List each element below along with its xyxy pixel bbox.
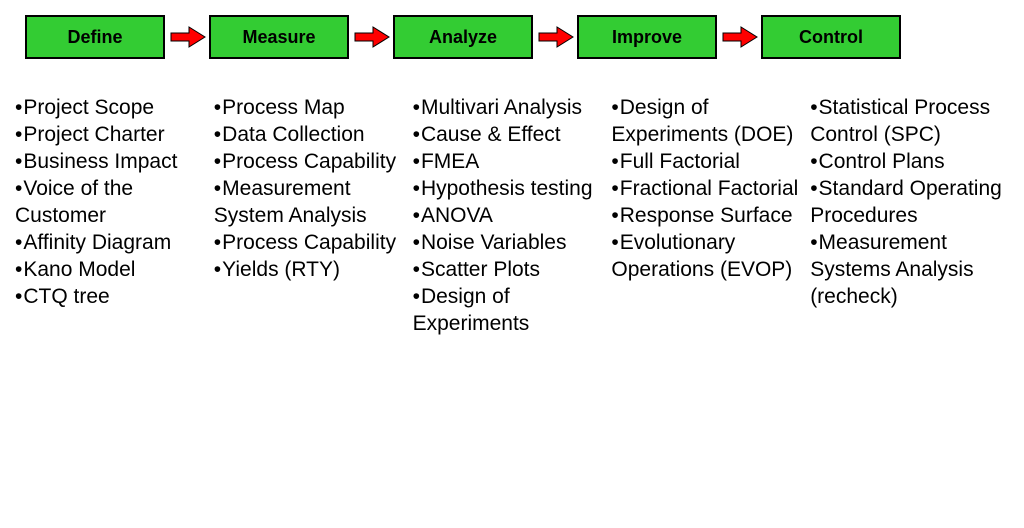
tool-text: Measurement System Analysis: [214, 177, 367, 227]
tool-column-improve: Design of Experiments (DOE) Full Factoria…: [611, 94, 810, 283]
list-item: ANOVA: [413, 202, 606, 229]
list-item: Scatter Plots: [413, 256, 606, 283]
list-item: Cause & Effect: [413, 121, 606, 148]
list-item: Statistical Process Control (SPC): [810, 94, 1003, 148]
tool-text: Process Capability: [222, 150, 396, 173]
tool-text: Affinity Diagram: [23, 231, 171, 254]
phase-box-control: Control: [761, 15, 901, 59]
tool-list: Design of Experiments (DOE) Full Factoria…: [611, 94, 804, 283]
tool-columns: Project Scope Project Charter Business Imp…: [10, 94, 1014, 337]
list-item: Voice of the Customer: [15, 175, 208, 229]
arrow-icon: [165, 25, 209, 49]
tool-text: Process Capability: [222, 231, 396, 254]
tool-text: Noise Variables: [421, 231, 567, 254]
arrow-icon: [717, 25, 761, 49]
list-item: Standard Operating Procedures: [810, 175, 1003, 229]
list-item: Business Impact: [15, 148, 208, 175]
tool-text: Hypothesis testing: [421, 177, 593, 200]
list-item: Process Map: [214, 94, 407, 121]
tool-column-analyze: Multivari Analysis Cause & Effect FMEA Hypo…: [413, 94, 612, 337]
tool-text: Fractional Factorial: [620, 177, 799, 200]
list-item: FMEA: [413, 148, 606, 175]
tool-text: Control Plans: [819, 150, 945, 173]
tool-text: CTQ tree: [23, 285, 109, 308]
list-item: Affinity Diagram: [15, 229, 208, 256]
list-item: Yields (RTY): [214, 256, 407, 283]
tool-text: Process Map: [222, 96, 345, 119]
tool-text: Statistical Process Control (SPC): [810, 96, 990, 146]
list-item: Data Collection: [214, 121, 407, 148]
tool-text: Design of Experiments: [413, 285, 530, 335]
tool-text: FMEA: [421, 150, 479, 173]
list-item: Response Surface: [611, 202, 804, 229]
tool-text: Scatter Plots: [421, 258, 540, 281]
phase-label: Measure: [242, 27, 315, 48]
tool-text: Project Scope: [23, 96, 154, 119]
list-item: Design of Experiments: [413, 283, 606, 337]
tool-list: Project Scope Project Charter Business Imp…: [15, 94, 208, 310]
list-item: Control Plans: [810, 148, 1003, 175]
phase-label: Define: [67, 27, 122, 48]
tool-column-define: Project Scope Project Charter Business Imp…: [15, 94, 214, 310]
list-item: Project Scope: [15, 94, 208, 121]
arrow-icon: [349, 25, 393, 49]
tool-text: Data Collection: [222, 123, 364, 146]
tool-column-control: Statistical Process Control (SPC) Control…: [810, 94, 1009, 310]
phase-box-define: Define: [25, 15, 165, 59]
list-item: Project Charter: [15, 121, 208, 148]
tool-text: Multivari Analysis: [421, 96, 582, 119]
tool-text: Voice of the Customer: [15, 177, 133, 227]
phase-box-analyze: Analyze: [393, 15, 533, 59]
tool-text: Design of Experiments (DOE): [611, 96, 793, 146]
list-item: CTQ tree: [15, 283, 208, 310]
list-item: Kano Model: [15, 256, 208, 283]
tool-text: Evolutionary Operations (EVOP): [611, 231, 792, 281]
list-item: Design of Experiments (DOE): [611, 94, 804, 148]
phase-box-measure: Measure: [209, 15, 349, 59]
tool-text: Yields (RTY): [222, 258, 340, 281]
list-item: Process Capability: [214, 148, 407, 175]
list-item: Evolutionary Operations (EVOP): [611, 229, 804, 283]
tool-list: Multivari Analysis Cause & Effect FMEA Hypo…: [413, 94, 606, 337]
phase-label: Control: [799, 27, 863, 48]
list-item: Full Factorial: [611, 148, 804, 175]
tool-text: Full Factorial: [620, 150, 740, 173]
list-item: Fractional Factorial: [611, 175, 804, 202]
phase-box-improve: Improve: [577, 15, 717, 59]
list-item: Multivari Analysis: [413, 94, 606, 121]
list-item: Measurement System Analysis: [214, 175, 407, 229]
tool-list: Process Map Data Collection Process Capabi…: [214, 94, 407, 283]
phase-header-row: Define Measure Analyze Improve Control: [25, 15, 1014, 59]
list-item: Measurement Systems Analysis (recheck): [810, 229, 1003, 310]
list-item: Noise Variables: [413, 229, 606, 256]
tool-text: ANOVA: [421, 204, 493, 227]
list-item: Process Capability: [214, 229, 407, 256]
tool-text: Cause & Effect: [421, 123, 561, 146]
tool-list: Statistical Process Control (SPC) Control…: [810, 94, 1003, 310]
tool-text: Measurement Systems Analysis (recheck): [810, 231, 973, 308]
tool-text: Response Surface: [620, 204, 793, 227]
phase-label: Improve: [612, 27, 682, 48]
tool-text: Kano Model: [23, 258, 135, 281]
tool-column-measure: Process Map Data Collection Process Capabi…: [214, 94, 413, 283]
phase-label: Analyze: [429, 27, 497, 48]
list-item: Hypothesis testing: [413, 175, 606, 202]
arrow-icon: [533, 25, 577, 49]
tool-text: Project Charter: [23, 123, 164, 146]
tool-text: Standard Operating Procedures: [810, 177, 1002, 227]
tool-text: Business Impact: [23, 150, 177, 173]
